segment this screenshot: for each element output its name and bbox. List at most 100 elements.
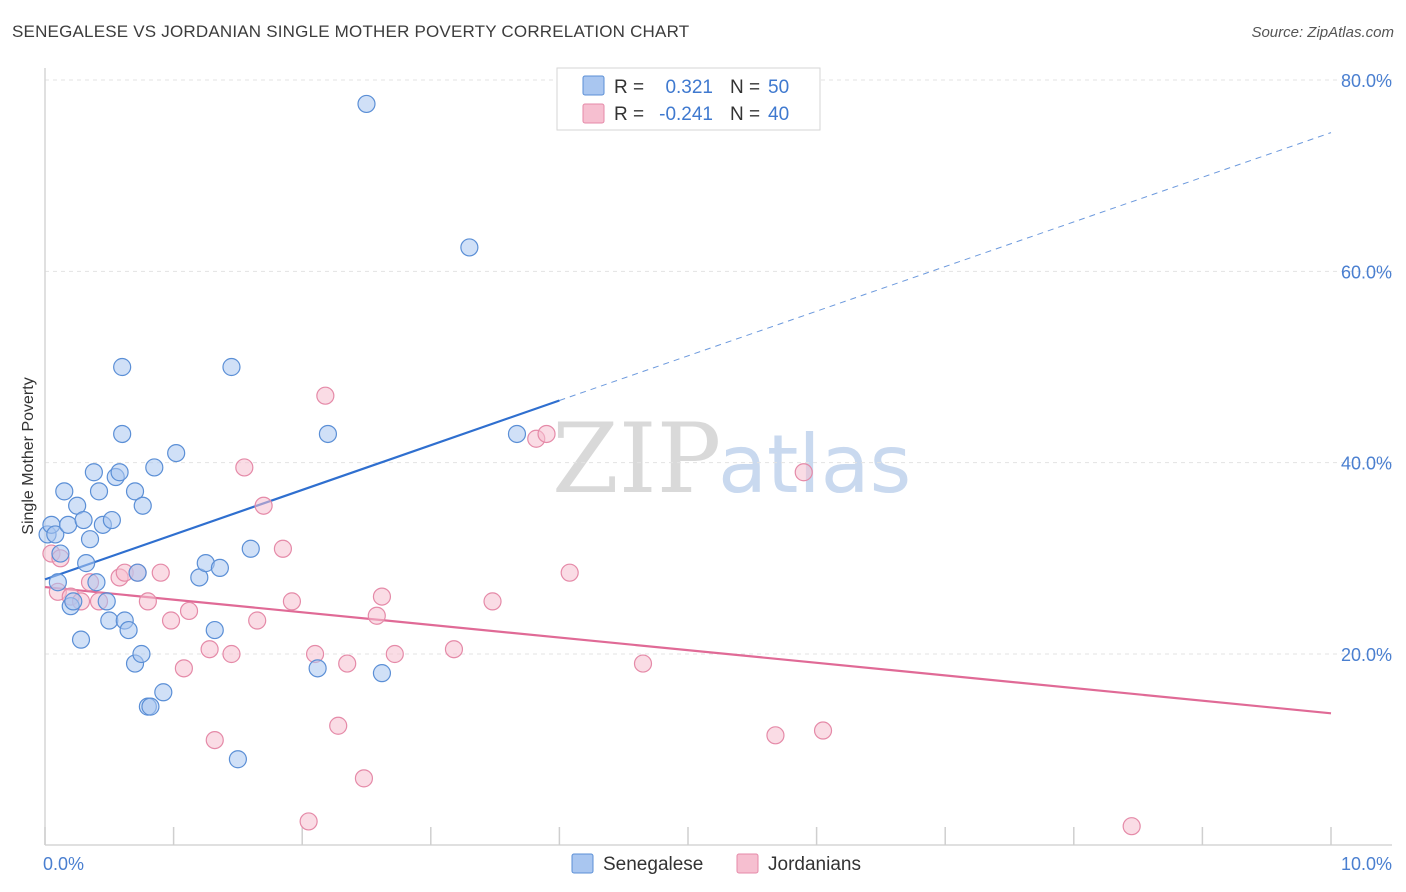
legend-r-label-2: R = — [614, 104, 644, 125]
bottom-legend-swatch-jordanian — [736, 853, 759, 874]
legend-r-label-1: R = — [614, 77, 644, 98]
senegalese-point-44 — [308, 659, 327, 678]
x-ticks — [44, 827, 1332, 845]
watermark-atlas: atlas — [718, 418, 911, 511]
senegalese-point-29 — [128, 563, 147, 582]
senegalese-point-33 — [141, 697, 160, 716]
jordanian-point-19 — [248, 611, 267, 630]
jordanian-point-35 — [537, 424, 556, 444]
jordanian-point-32 — [444, 640, 464, 659]
legend-n-value-1: 50 — [768, 77, 789, 98]
legend-n-label-2: N = — [730, 104, 760, 125]
senegalese-point-26 — [119, 620, 138, 640]
bottom-legend-swatch-senegalese — [571, 853, 594, 874]
senegalese-point-34 — [145, 458, 164, 477]
senegalese-point-3 — [48, 573, 67, 592]
senegalese-point-18 — [97, 592, 116, 611]
jordanian-point-31 — [385, 644, 404, 664]
senegalese-point-48 — [460, 238, 479, 257]
jordanian-point-38 — [766, 726, 785, 745]
jordanian-point-10 — [138, 592, 157, 611]
jordanian-point-39 — [794, 463, 813, 482]
watermark-zip: ZIP — [552, 403, 721, 515]
y-tick-label-80: 80.0% — [1341, 71, 1392, 91]
senegalese-point-24 — [113, 357, 132, 377]
legend-n-label-1: N = — [730, 77, 760, 98]
jordanian-point-16 — [205, 730, 224, 750]
senegalese-point-49 — [507, 424, 527, 444]
senegalese-point-20 — [102, 510, 121, 530]
senegalese-point-4 — [51, 544, 70, 563]
senegalese-point-23 — [113, 424, 132, 444]
x-tick-label-max: 10.0% — [1341, 854, 1392, 874]
jordanian-point-36 — [560, 563, 579, 582]
senegalese-point-47 — [372, 664, 392, 683]
x-tick-labels: 0.0% 10.0% — [43, 854, 1392, 874]
jordanian-point-26 — [329, 716, 348, 735]
y-tick-label-20: 20.0% — [1341, 645, 1392, 665]
legend-swatch-senegalese — [582, 75, 605, 96]
senegalese-point-40 — [210, 558, 229, 578]
jordanian-point-30 — [372, 587, 392, 606]
senegalese-point-45 — [318, 424, 338, 444]
senegalese-point-46 — [357, 94, 376, 114]
senegalese-point-31 — [133, 496, 152, 515]
legend-r-value-1: 0.321 — [665, 77, 713, 98]
jordanian-point-23 — [299, 812, 318, 831]
jordanian-point-29 — [367, 606, 386, 625]
trendline-senegalese — [44, 399, 560, 581]
y-axis-label: Single Mother Poverty — [20, 377, 37, 534]
jordanian-point-22 — [282, 592, 302, 611]
senegalese-point-6 — [59, 515, 78, 534]
y-tick-label-60: 60.0% — [1341, 262, 1392, 282]
senegalese-point-14 — [84, 463, 103, 482]
jordanian-point-37 — [633, 654, 653, 673]
senegalese-point-42 — [228, 750, 247, 769]
jordanian-point-40 — [813, 721, 833, 740]
senegalese-point-19 — [100, 611, 119, 630]
jordanian-point-15 — [200, 640, 219, 659]
bottom-legend-label-jordanian: Jordanians — [768, 854, 861, 875]
senegalese-point-10 — [71, 630, 91, 649]
senegalese-point-39 — [205, 620, 224, 640]
senegalese-point-15 — [87, 573, 106, 592]
bottom-legend-label-senegalese: Senegalese — [603, 854, 703, 875]
jordanian-point-25 — [316, 386, 335, 405]
senegalese-point-12 — [77, 554, 96, 573]
jordanian-point-13 — [174, 659, 193, 678]
jordanian-point-21 — [273, 539, 293, 558]
jordanian-point-41 — [1122, 817, 1141, 836]
jordanian-point-17 — [222, 644, 241, 664]
legend-swatch-jordanian — [582, 103, 605, 124]
legend-top: R = 0.321 N = 50 R = -0.241 N = 40 — [556, 67, 821, 131]
senegalese-point-35 — [154, 683, 173, 702]
jordanian-point-28 — [354, 769, 374, 788]
jordanian-point-20 — [254, 496, 273, 515]
trendlines — [44, 132, 1332, 715]
jordanian-point-33 — [483, 592, 502, 611]
senegalese-point-11 — [74, 510, 93, 530]
senegalese-point-16 — [89, 482, 109, 501]
watermark: ZIP atlas — [552, 403, 911, 515]
jordanian-point-11 — [151, 563, 170, 582]
senegalese-point-28 — [125, 482, 145, 501]
gridlines — [45, 79, 1392, 655]
source-label: Source: ZipAtlas.com — [1251, 24, 1394, 41]
x-tick-label-min: 0.0% — [43, 854, 84, 874]
legend-bottom: Senegalese Jordanians — [571, 853, 861, 875]
jordanian-point-27 — [338, 654, 357, 673]
chart-title: SENEGALESE VS JORDANIAN SINGLE MOTHER PO… — [12, 22, 690, 41]
senegalese-point-2 — [46, 525, 65, 544]
legend-n-value-2: 40 — [768, 104, 789, 125]
y-tick-labels: 20.0% 40.0% 60.0% 80.0% — [1341, 71, 1392, 665]
senegalese-point-43 — [241, 539, 260, 558]
senegalese-point-41 — [222, 357, 241, 377]
senegalese-points — [38, 94, 527, 769]
senegalese-point-13 — [80, 530, 100, 549]
jordanian-point-14 — [179, 601, 199, 621]
jordanian-points — [42, 386, 1141, 836]
y-tick-label-40: 40.0% — [1341, 454, 1392, 474]
axes — [44, 68, 1392, 846]
senegalese-point-22 — [110, 463, 129, 482]
